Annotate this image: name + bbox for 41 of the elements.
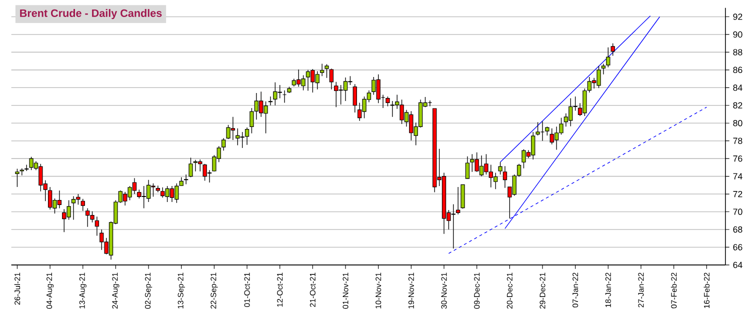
y-tick-label: 78 [733, 138, 742, 144]
candlestick [465, 156, 470, 180]
y-tick-label: 74 [733, 173, 742, 180]
candlestick [320, 63, 324, 77]
candlestick [268, 96, 273, 106]
candlestick [329, 68, 334, 90]
y-tick-label: 70 [733, 208, 742, 215]
candlestick [250, 108, 254, 134]
candlestick [352, 84, 357, 113]
y-tick-label: 86 [733, 66, 742, 74]
candlestick [498, 162, 502, 175]
y-tick-label: 84 [733, 84, 742, 91]
candlestick [188, 157, 193, 178]
candlestick [516, 164, 522, 178]
y-tick-label: 64 [733, 262, 742, 268]
candlestick [222, 138, 226, 151]
y-tick-label: 76 [733, 155, 742, 162]
y-tick-label: 90 [733, 31, 742, 38]
candlestick [94, 216, 100, 236]
candlestick [460, 184, 465, 210]
y-tick-label: 80 [733, 120, 742, 126]
candlestick [606, 47, 610, 68]
candlestick [20, 168, 24, 176]
y-tick-label: 88 [733, 49, 742, 56]
candlestick [80, 198, 85, 212]
chart-title: Brent Crude - Daily Candles [20, 9, 162, 20]
candlestick [15, 168, 20, 188]
candlestick [184, 174, 188, 185]
candlestick [456, 186, 460, 215]
candlestick [244, 127, 250, 146]
candlestick [386, 96, 390, 107]
y-tick-label: 68 [733, 226, 742, 233]
candlestick [193, 160, 198, 172]
y-tick-label: 92 [733, 14, 742, 20]
candlestick [601, 63, 606, 75]
candlestick [502, 166, 508, 188]
y-tick-label: 66 [733, 244, 742, 250]
y-tick-label: 72 [733, 190, 742, 198]
y-tick-label: 82 [733, 102, 742, 109]
candlestick [324, 64, 329, 78]
candlestick [610, 43, 615, 56]
